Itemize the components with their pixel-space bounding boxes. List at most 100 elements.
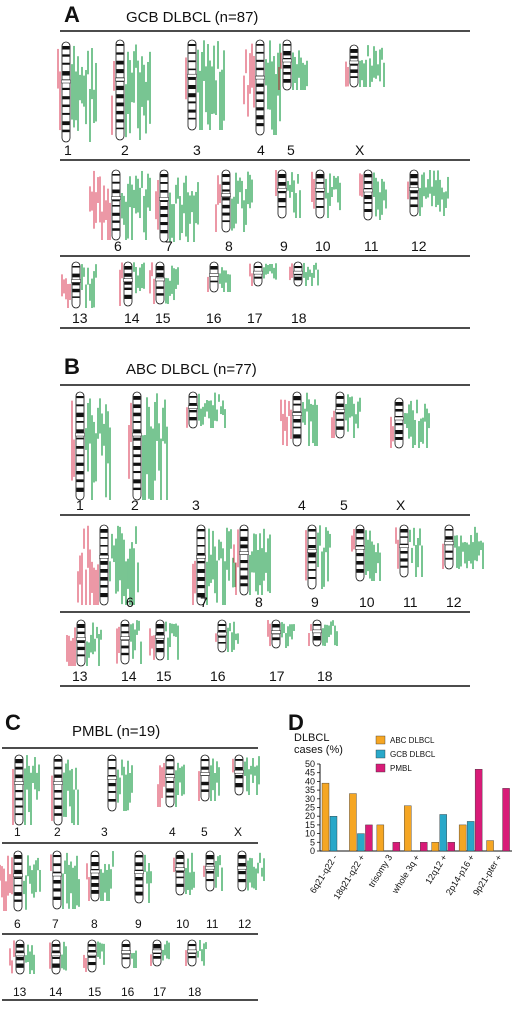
chromosome-band	[293, 396, 301, 401]
chromosome-band	[133, 437, 141, 441]
chromosome-band	[156, 286, 164, 289]
chromosome-band	[166, 781, 174, 783]
chromosome-band	[308, 577, 316, 579]
chromosome-label: 9	[280, 238, 288, 254]
chromosome-band	[112, 212, 120, 216]
chromosome-b-5	[331, 391, 361, 439]
chromosome-band	[160, 214, 168, 218]
chromosome-band	[410, 181, 418, 186]
chromosome-band	[72, 281, 80, 286]
chromosome-band	[166, 795, 174, 798]
chromosome-band	[240, 583, 248, 587]
chromosome-band	[116, 94, 124, 99]
chromosome-band	[16, 957, 24, 961]
chromosome-band	[108, 791, 116, 793]
chromosome-cc-15	[49, 939, 67, 975]
chromosome-band	[124, 294, 132, 299]
chromosome-band	[77, 646, 85, 651]
y-tick-label: 40	[305, 776, 315, 786]
chromosome-band	[53, 888, 61, 892]
chromosome-band	[156, 272, 164, 278]
chromosome-label: 3	[101, 825, 108, 839]
chromosome-band	[283, 79, 291, 83]
chromosome-band	[133, 454, 141, 458]
chromosome-band	[395, 430, 403, 435]
chromosome-band	[62, 112, 70, 115]
chromosome-band	[240, 536, 248, 542]
centromere	[312, 629, 322, 634]
chromosome-band	[160, 206, 168, 210]
chromosome-b-7	[77, 524, 139, 606]
chromosome-body	[444, 524, 454, 570]
chromosome-band	[272, 624, 280, 628]
chromosome-band	[76, 471, 84, 475]
chromosome-band	[410, 204, 418, 208]
chromosome-label: X	[396, 497, 406, 513]
centromere	[409, 187, 419, 191]
centromere	[134, 870, 144, 875]
chromosome-band	[52, 963, 60, 968]
centromere	[15, 952, 25, 957]
chromosome-band	[197, 561, 205, 564]
chromosome-band	[133, 446, 141, 450]
chromosome-band	[15, 813, 23, 816]
chromosome-label: X	[355, 142, 365, 158]
chromosome-band	[238, 855, 246, 859]
chromosome-band	[53, 863, 61, 867]
chromosome-label: 10	[359, 594, 375, 610]
chromosome-cc-2	[51, 754, 79, 826]
centromere	[76, 637, 86, 641]
chromosome-label: 4	[298, 497, 306, 513]
centromere	[363, 188, 373, 193]
chromosome-a-1	[57, 41, 97, 143]
chromosome-cc-13	[237, 850, 265, 892]
chromosome-band	[197, 545, 205, 547]
chromosome-cc-1	[12, 754, 40, 826]
centromere	[196, 555, 206, 559]
centromere	[90, 869, 100, 874]
chromosome-a-4	[243, 39, 281, 136]
chromosome-label: 2	[54, 825, 61, 839]
chromosome-b-16	[149, 619, 179, 661]
chromosome-band	[62, 54, 70, 57]
chromosome-band	[100, 553, 108, 556]
chromosome-band	[176, 869, 184, 873]
chromosome-label: 13	[72, 668, 88, 684]
bar-abc-dlbcl	[431, 842, 439, 852]
chromosome-band	[293, 419, 301, 423]
chromosome-band	[133, 396, 141, 400]
chromosome-label: 12	[238, 917, 252, 931]
bar-abc-dlbcl	[458, 824, 467, 852]
centromere	[307, 549, 317, 553]
chromosome-band	[100, 569, 108, 573]
chromosome-band	[135, 862, 143, 867]
chromosome-band	[54, 774, 62, 778]
chromosome-band	[197, 537, 205, 540]
centromere	[132, 432, 142, 437]
chromosome-band	[62, 104, 70, 108]
chromosome-band	[218, 642, 226, 644]
chromosome-a-18	[249, 261, 277, 287]
chromosome-band	[54, 759, 62, 762]
chromosome-band	[100, 537, 108, 539]
panel-b-letter: B	[64, 354, 80, 379]
chromosome-band	[14, 877, 22, 879]
chromosome-label: 16	[206, 310, 222, 326]
chromosome-band	[308, 569, 316, 571]
chromosome-band	[91, 876, 99, 880]
chromosome-label: 13	[72, 310, 88, 326]
chromosome-band	[156, 632, 164, 637]
chromosome-band	[77, 639, 85, 644]
centromere	[253, 270, 263, 275]
chromosome-band	[188, 944, 196, 947]
x-tick-label: 6q21-q22 -	[308, 853, 340, 895]
centromere	[111, 196, 121, 200]
chromosome-band	[100, 585, 108, 588]
bar-pmbl	[420, 842, 428, 852]
chromosome-band	[15, 805, 23, 808]
chromosome-band	[197, 529, 205, 532]
centromere	[53, 781, 63, 785]
chromosome-band	[62, 71, 70, 76]
